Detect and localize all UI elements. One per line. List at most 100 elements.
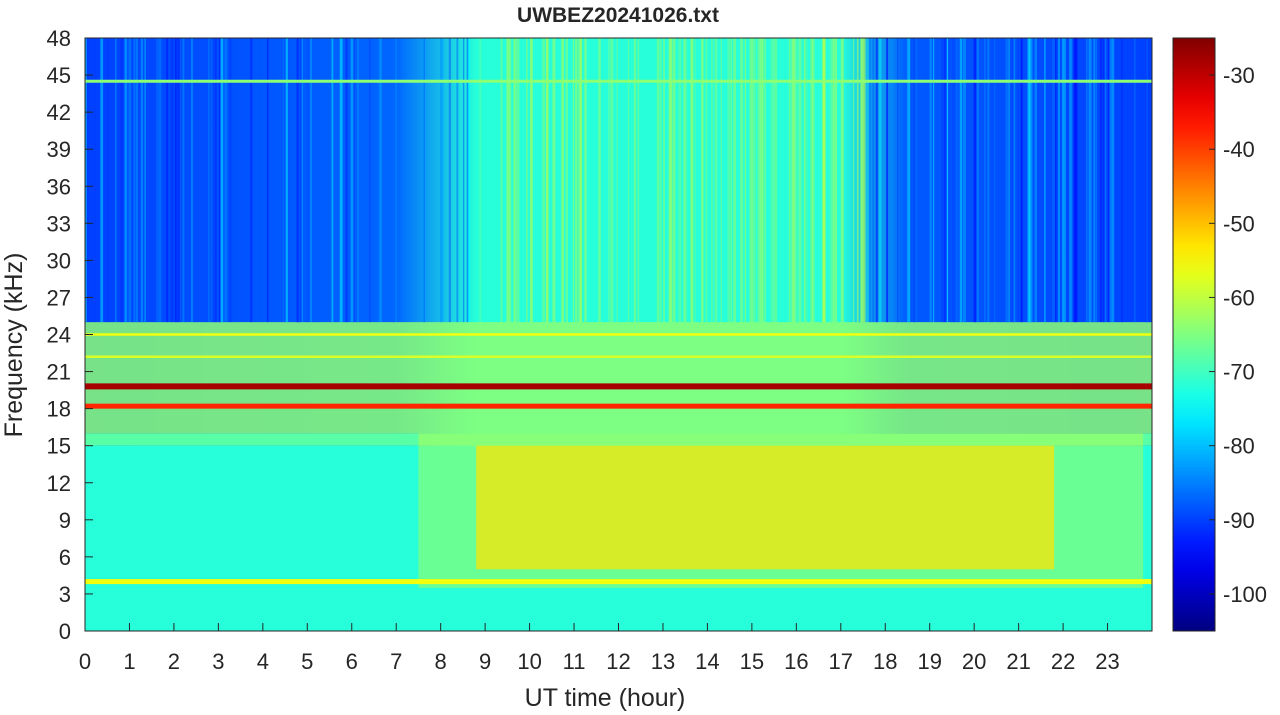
x-tick-label: 22 <box>1051 649 1075 674</box>
streak <box>144 38 146 323</box>
streak <box>1108 38 1111 323</box>
streak <box>690 38 693 323</box>
x-tick-label: 19 <box>917 649 941 674</box>
colorbar-ticks: -30 -40 -50 -60 -70 -80 -90 -100 <box>1209 63 1267 607</box>
streak <box>806 38 808 323</box>
y-tick-label: 0 <box>59 619 71 644</box>
y-tick-label: 48 <box>47 26 71 51</box>
streak <box>467 38 470 323</box>
streak <box>775 38 778 323</box>
x-tick-label: 9 <box>479 649 491 674</box>
streak <box>1102 38 1104 323</box>
streak <box>822 38 826 323</box>
streak <box>790 38 792 323</box>
streak <box>195 38 198 323</box>
x-tick-label: 10 <box>517 649 541 674</box>
colorbar-tick-label: -40 <box>1223 137 1255 162</box>
x-tick-label: 13 <box>651 649 675 674</box>
streak <box>1104 38 1107 323</box>
streak <box>690 38 694 323</box>
streak <box>1005 38 1009 323</box>
streak <box>701 38 704 323</box>
y-axis-label: Frequency (kHz) <box>0 253 28 438</box>
streak <box>757 38 760 323</box>
y-tick-label: 36 <box>47 174 71 199</box>
streak <box>100 38 104 323</box>
streak <box>124 38 128 323</box>
colorbar-tick-label: -60 <box>1223 285 1255 310</box>
streak <box>1058 38 1060 323</box>
streak <box>1145 38 1148 323</box>
streak <box>879 38 882 323</box>
streak <box>508 38 512 323</box>
streak <box>94 38 96 323</box>
streak <box>100 38 102 323</box>
streak <box>798 38 802 323</box>
streak <box>255 38 258 323</box>
streak <box>1044 38 1046 323</box>
streak <box>250 38 253 323</box>
streak <box>750 38 754 323</box>
streak <box>345 38 348 323</box>
streak <box>913 38 917 323</box>
mid-frequency-region <box>85 322 1152 434</box>
y-tick-label: 27 <box>47 285 71 310</box>
streak <box>266 38 269 323</box>
colorbar-tick-label: -90 <box>1223 508 1255 533</box>
streak <box>236 38 239 323</box>
streak <box>730 38 732 323</box>
x-tick-label: 12 <box>606 649 630 674</box>
streak <box>156 38 159 323</box>
x-tick-label: 7 <box>390 649 402 674</box>
x-tick-label: 15 <box>740 649 764 674</box>
streak <box>694 38 696 323</box>
streak <box>753 38 757 323</box>
streak <box>1120 38 1123 323</box>
colorbar-tick-label: -30 <box>1223 63 1255 88</box>
y-tick-label: 6 <box>59 545 71 570</box>
streak <box>994 38 996 323</box>
streak <box>133 38 135 323</box>
streak <box>856 38 859 323</box>
streak <box>796 38 798 323</box>
streak <box>395 38 397 323</box>
streak <box>1117 38 1121 323</box>
streak <box>793 38 796 323</box>
streak <box>575 38 578 323</box>
streak <box>773 38 776 323</box>
streak <box>860 38 863 323</box>
streak <box>448 38 451 323</box>
streak <box>659 38 663 323</box>
y-tick-label: 39 <box>47 137 71 162</box>
streak <box>834 38 837 323</box>
y-tick-label: 33 <box>47 211 71 236</box>
streak <box>561 38 563 323</box>
streak <box>895 38 897 323</box>
daytime-band <box>476 445 1055 570</box>
streak <box>764 38 766 323</box>
streak <box>500 38 503 323</box>
streak <box>1103 38 1105 323</box>
streak <box>106 38 109 323</box>
streak <box>191 38 193 323</box>
daytime-band-halo <box>418 433 1144 588</box>
streak <box>770 38 774 323</box>
streak <box>832 38 835 323</box>
streak <box>1100 38 1102 323</box>
streak <box>115 38 117 323</box>
streak <box>517 38 520 323</box>
y-tick-label: 9 <box>59 508 71 533</box>
streak <box>610 38 613 323</box>
streak <box>1063 38 1066 323</box>
streak <box>1020 38 1023 323</box>
streak <box>175 38 179 323</box>
streak <box>305 38 308 323</box>
streak <box>350 38 354 323</box>
streak <box>211 38 213 323</box>
streak <box>130 38 132 323</box>
streak <box>810 38 814 323</box>
chart-title: UWBEZ20241026.txt <box>517 4 719 27</box>
streak <box>584 38 587 323</box>
streak <box>1074 38 1078 323</box>
